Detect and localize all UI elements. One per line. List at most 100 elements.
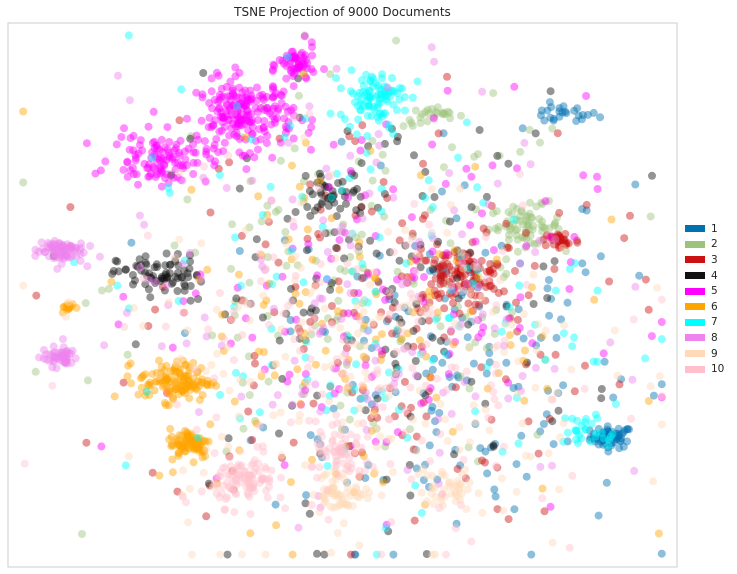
scatter-point — [363, 132, 372, 140]
scatter-point — [647, 332, 656, 341]
scatter-point — [49, 239, 58, 248]
scatter-point — [238, 378, 247, 387]
scatter-point — [346, 442, 354, 451]
scatter-point — [336, 491, 345, 500]
scatter-point — [76, 250, 85, 259]
scatter-point — [494, 222, 503, 231]
scatter-point — [49, 246, 58, 255]
scatter-point — [348, 229, 357, 238]
scatter-point — [70, 246, 78, 255]
scatter-point — [321, 183, 330, 192]
scatter-point — [515, 281, 524, 290]
scatter-point — [448, 143, 456, 152]
scatter-point — [367, 426, 376, 435]
scatter-point — [297, 48, 306, 57]
scatter-point — [406, 289, 415, 298]
scatter-point — [197, 438, 206, 447]
scatter-point — [367, 72, 376, 81]
scatter-point — [529, 270, 538, 279]
scatter-point — [609, 438, 618, 447]
scatter-point — [194, 436, 202, 445]
scatter-point — [61, 356, 70, 365]
scatter-point — [484, 200, 493, 209]
scatter-point — [385, 292, 394, 300]
scatter-point — [248, 333, 257, 342]
scatter-point — [482, 362, 491, 371]
scatter-point — [251, 359, 259, 368]
scatter-point — [555, 112, 564, 121]
scatter-point — [61, 358, 70, 367]
scatter-point — [107, 277, 116, 286]
scatter-point — [175, 116, 184, 125]
scatter-point — [114, 71, 122, 80]
scatter-point — [324, 201, 333, 210]
scatter-point — [406, 383, 415, 392]
scatter-point — [149, 272, 158, 281]
scatter-point — [338, 418, 347, 427]
scatter-point — [41, 248, 50, 256]
scatter-point — [414, 317, 423, 326]
scatter-point — [206, 154, 215, 163]
scatter-point — [334, 296, 343, 305]
scatter-point — [404, 273, 413, 282]
scatter-point — [172, 435, 181, 444]
scatter-point — [532, 341, 541, 350]
scatter-point — [48, 246, 56, 255]
scatter-point — [418, 348, 427, 357]
scatter-point — [76, 256, 85, 265]
legend-item-4: 4 — [685, 268, 724, 284]
scatter-point — [342, 199, 350, 208]
scatter-point — [339, 352, 348, 361]
scatter-point — [472, 274, 481, 283]
scatter-point — [379, 109, 388, 118]
scatter-point — [444, 251, 453, 259]
scatter-point — [171, 253, 180, 262]
scatter-point — [381, 91, 390, 100]
scatter-point — [285, 52, 294, 61]
scatter-point — [325, 391, 334, 400]
scatter-point — [362, 484, 371, 493]
scatter-point — [237, 478, 246, 487]
scatter-point — [68, 242, 77, 251]
scatter-point — [427, 231, 436, 240]
scatter-point — [157, 166, 166, 175]
scatter-point — [328, 318, 336, 327]
scatter-point — [261, 264, 270, 273]
scatter-point — [271, 118, 279, 127]
scatter-point — [286, 418, 295, 427]
scatter-point — [455, 486, 464, 495]
scatter-point — [72, 243, 81, 252]
scatter-point — [478, 87, 487, 96]
scatter-point — [180, 256, 189, 265]
scatter-point — [329, 404, 338, 413]
scatter-point — [611, 435, 620, 444]
scatter-point — [175, 384, 184, 393]
scatter-point — [350, 449, 359, 457]
scatter-point — [336, 84, 345, 93]
scatter-point — [193, 444, 202, 453]
scatter-point — [202, 147, 211, 156]
scatter-point — [447, 409, 456, 418]
scatter-point — [403, 278, 412, 287]
scatter-point — [364, 142, 373, 151]
scatter-point — [458, 253, 466, 262]
scatter-point — [156, 372, 165, 381]
scatter-point — [474, 150, 482, 159]
scatter-point — [414, 470, 423, 479]
scatter-point — [351, 483, 360, 491]
scatter-point — [232, 368, 240, 377]
scatter-point — [161, 261, 170, 270]
scatter-point — [203, 376, 212, 385]
scatter-point — [125, 145, 134, 154]
scatter-point — [183, 114, 191, 123]
scatter-point — [100, 341, 109, 350]
scatter-point — [519, 220, 528, 229]
scatter-point — [290, 69, 299, 78]
scatter-point — [192, 270, 201, 279]
scatter-point — [299, 197, 308, 206]
scatter-point — [345, 415, 354, 424]
scatter-point — [162, 249, 171, 258]
scatter-point — [62, 348, 71, 357]
scatter-point — [327, 279, 336, 287]
scatter-point — [255, 479, 264, 487]
